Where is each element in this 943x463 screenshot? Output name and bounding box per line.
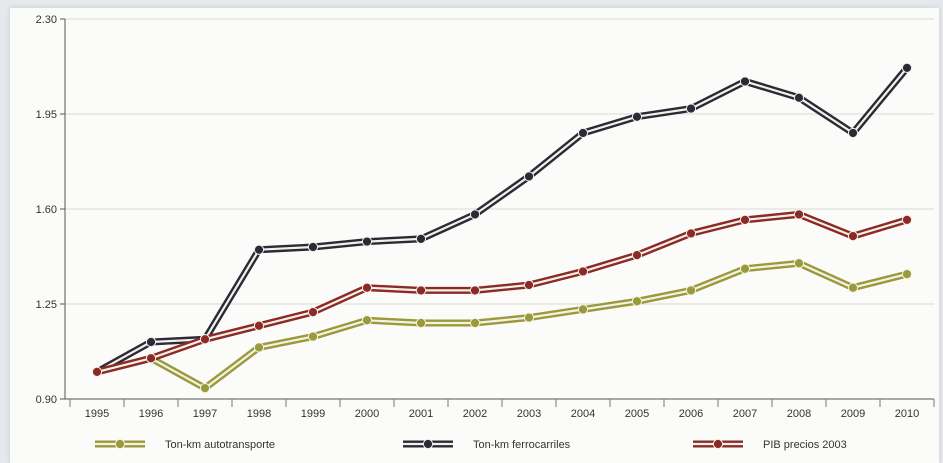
data-point — [739, 214, 751, 225]
data-point — [523, 279, 535, 291]
series-line-highlight — [95, 262, 909, 390]
data-point — [145, 336, 157, 348]
data-point — [361, 236, 373, 247]
legend-item: PIB precios 2003 — [693, 438, 847, 451]
x-tick-label: 2010 — [895, 408, 919, 420]
data-point — [685, 103, 697, 114]
data-point — [793, 92, 805, 103]
data-point — [307, 241, 319, 253]
line-chart: 0.901.251.601.952.30 1995 1996 1997 1998 199… — [36, 14, 935, 451]
data-point — [685, 285, 697, 296]
data-point — [415, 233, 427, 244]
data-point — [847, 282, 859, 293]
x-tick-label: 2008 — [787, 408, 811, 420]
data-point — [847, 127, 859, 139]
x-tick-label: 1997 — [193, 408, 217, 420]
y-tick-label: 2.30 — [36, 14, 57, 26]
data-point — [901, 62, 913, 73]
data-point — [631, 296, 643, 307]
data-point — [145, 353, 157, 364]
data-point — [307, 331, 319, 342]
data-point — [631, 250, 643, 261]
y-tick-label: 1.95 — [36, 109, 57, 121]
legend-item: Ton-km ferrocarriles — [403, 438, 571, 451]
data-point — [91, 366, 103, 377]
data-point — [307, 307, 319, 318]
legend-marker — [114, 438, 126, 450]
data-point — [631, 111, 643, 122]
series-line-highlight — [95, 213, 909, 373]
data-point — [901, 214, 913, 225]
data-point — [577, 266, 589, 277]
data-point — [523, 312, 535, 323]
x-tick-label: 1996 — [139, 408, 163, 420]
legend-label: Ton-km ferrocarriles — [473, 439, 571, 451]
legend-marker — [422, 438, 434, 450]
data-point — [253, 342, 265, 353]
gridlines — [65, 18, 934, 305]
data-point — [361, 315, 373, 326]
x-tick-label: 1995 — [85, 408, 109, 420]
y-tick-labels: 0.90 1.25 1.60 1.95 2.30 — [36, 14, 57, 406]
x-tick-label: 2003 — [517, 408, 541, 420]
data-point — [847, 231, 859, 242]
data-point — [253, 320, 265, 331]
x-tick-label: 2007 — [733, 408, 757, 420]
data-point — [469, 285, 481, 296]
y-tick-label: 0.90 — [36, 394, 57, 406]
series-line — [93, 259, 911, 392]
series-3 — [91, 209, 913, 377]
y-tick-label: 1.60 — [36, 204, 57, 216]
series-line-highlight — [95, 66, 909, 373]
data-point — [199, 334, 211, 345]
x-tick-label: 2006 — [679, 408, 703, 420]
legend-marker — [712, 438, 724, 450]
legend-label: Ton-km autotransporte — [165, 439, 275, 451]
data-point — [739, 76, 751, 87]
series-lines — [91, 62, 913, 394]
data-point — [739, 263, 751, 274]
series-1 — [91, 258, 913, 394]
data-point — [793, 209, 805, 220]
chart-card: 0.90 1.25 1.60 1.95 2.30 1995 1996 1997 1998 199… — [10, 8, 939, 463]
data-point — [577, 127, 589, 139]
x-tick-label: 1998 — [247, 408, 271, 420]
data-point — [415, 285, 427, 296]
legend-item: Ton-km autotransporte — [95, 438, 275, 451]
data-point — [199, 383, 211, 394]
series-line — [93, 210, 911, 376]
x-tick-label: 2001 — [409, 408, 433, 420]
x-tick-label: 2009 — [841, 408, 865, 420]
data-point — [469, 317, 481, 329]
x-tick-label: 2000 — [355, 408, 379, 420]
data-point — [901, 269, 913, 280]
data-point — [523, 171, 535, 182]
data-point — [361, 282, 373, 293]
data-point — [253, 244, 265, 255]
legend: Ton-km autotransporte Ton-km ferrocarrile… — [95, 438, 847, 451]
x-tick-label: 2005 — [625, 408, 649, 420]
data-point — [577, 304, 589, 315]
data-point — [793, 258, 805, 269]
data-point — [415, 317, 427, 329]
axes — [60, 18, 935, 407]
legend-label: PIB precios 2003 — [763, 439, 847, 451]
series-2 — [91, 62, 913, 377]
data-point — [469, 209, 481, 220]
y-tick-label: 1.25 — [36, 299, 57, 311]
x-tick-labels: 1995 1996 1997 1998 1999 2000 2001 2002 2003 2004… — [85, 408, 919, 420]
x-tick-label: 1999 — [301, 408, 325, 420]
x-tick-label: 2002 — [463, 408, 487, 420]
x-tick-label: 2004 — [571, 408, 595, 420]
data-point — [685, 228, 697, 239]
